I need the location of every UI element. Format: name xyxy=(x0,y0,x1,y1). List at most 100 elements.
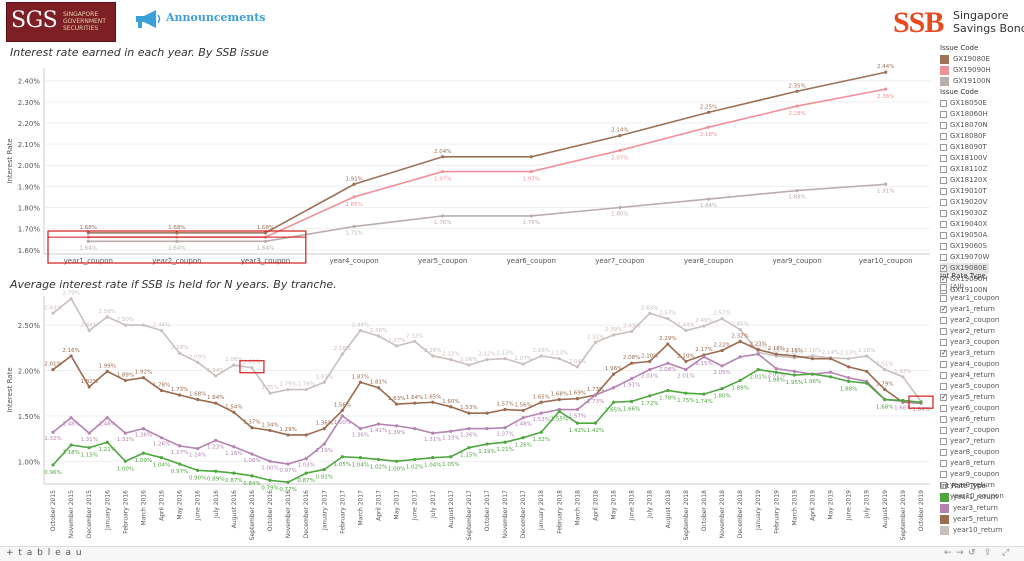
x-tick-label: April 2016 xyxy=(159,490,166,521)
rate-legend-item[interactable]: year10_return xyxy=(940,525,1002,536)
checkbox[interactable] xyxy=(940,304,947,315)
rate-legend-item[interactable]: year3_return xyxy=(940,503,1002,514)
x-tick-label: year7_coupon xyxy=(595,257,644,265)
issue-filter-option[interactable]: GX18110Z xyxy=(940,164,989,175)
checkbox[interactable] xyxy=(940,155,947,162)
rate-filter-option[interactable]: year3_coupon xyxy=(940,337,1004,348)
issue-filter-option[interactable]: GX19070W xyxy=(940,252,989,263)
checkbox[interactable] xyxy=(940,100,947,107)
issue-legend-item[interactable]: GX19100N xyxy=(940,76,991,87)
rate-filter-option[interactable]: year2_coupon xyxy=(940,315,1004,326)
checkbox[interactable] xyxy=(940,449,947,456)
rate-filter-option[interactable]: year1_return xyxy=(940,304,1004,315)
average-return-by-tranche-chart[interactable]: 1.00% 1.50% 2.00% 2.50% Interest Rate October… xyxy=(0,288,935,546)
announcements-link[interactable]: Announcements xyxy=(166,11,266,24)
checkbox[interactable] xyxy=(940,372,947,379)
checkbox[interactable] xyxy=(940,210,947,217)
checkbox[interactable] xyxy=(940,199,947,206)
data-point-year10_return xyxy=(720,317,724,321)
checkbox[interactable] xyxy=(940,361,947,368)
checkbox[interactable] xyxy=(940,328,947,335)
data-point-year10_return xyxy=(178,351,182,355)
rate-filter-option[interactable]: year8_coupon xyxy=(940,447,1004,458)
share-icon[interactable]: ⇪ xyxy=(984,548,992,558)
issue-filter-option[interactable]: GX18100V xyxy=(940,153,989,164)
checkbox[interactable] xyxy=(940,295,947,302)
checkbox[interactable] xyxy=(940,383,947,390)
data-point-GX19100N xyxy=(618,205,622,210)
rate-filter-option[interactable]: year5_coupon xyxy=(940,381,1004,392)
checkbox[interactable] xyxy=(940,133,947,140)
rate-filter-option[interactable]: year8_return xyxy=(940,458,1004,469)
checkbox[interactable] xyxy=(940,177,947,184)
redo-icon[interactable]: → xyxy=(956,548,964,558)
revert-icon[interactable]: ↺ xyxy=(968,548,976,558)
issue-filter-option[interactable]: GX19060S xyxy=(940,241,989,252)
checkbox[interactable] xyxy=(940,254,947,261)
checkbox[interactable] xyxy=(940,232,947,239)
coupon-by-issue-chart[interactable]: 1.60% 1.70% 1.80% 1.90% 2.00% 2.10% 2.20% 2.30%… xyxy=(0,60,935,272)
rate-legend-item[interactable]: year5_return xyxy=(940,514,1002,525)
tableau-logo[interactable]: + t a b l e a u xyxy=(6,548,83,558)
checkbox[interactable] xyxy=(940,427,947,434)
data-point-year3_return xyxy=(141,426,146,431)
issue-filter-option[interactable]: GX19050A xyxy=(940,230,989,241)
data-point-year3_return xyxy=(123,431,127,435)
checkbox[interactable] xyxy=(940,166,947,173)
checkbox[interactable] xyxy=(940,471,947,478)
checkbox[interactable] xyxy=(940,460,947,467)
megaphone-icon[interactable] xyxy=(132,7,162,31)
rate-filter-option[interactable]: year3_return xyxy=(940,348,1004,359)
sgs-logo[interactable]: SGS SINGAPORE GOVERNMENT SECURITIES xyxy=(6,2,116,42)
issue-legend-item[interactable]: GX19090H xyxy=(940,65,991,76)
rate-filter-option[interactable]: year1_coupon xyxy=(940,293,1004,304)
rate-filter-option[interactable]: year2_return xyxy=(940,326,1004,337)
checkbox[interactable] xyxy=(940,111,947,118)
rate-filter-option[interactable]: year9_return xyxy=(940,480,1004,491)
checkbox[interactable] xyxy=(940,348,947,359)
checkbox[interactable] xyxy=(940,122,947,129)
rate-filter-option[interactable]: year9_coupon xyxy=(940,469,1004,480)
issue-filter-option[interactable]: GX18120X xyxy=(940,175,989,186)
issue-filter-option[interactable]: GX19080E xyxy=(940,263,990,274)
checkbox[interactable] xyxy=(940,221,947,228)
checkbox[interactable] xyxy=(940,392,947,403)
data-label-year1_return: 1.00% xyxy=(117,466,134,472)
issue-legend-item[interactable]: GX19080E xyxy=(940,54,991,65)
issue-filter-option[interactable]: GX19020V xyxy=(940,197,989,208)
data-label-year10_return: 2.01% xyxy=(876,362,893,368)
issue-filter-option[interactable]: GX18050E xyxy=(940,98,989,109)
fullscreen-icon[interactable]: ⤢ xyxy=(1002,548,1010,558)
issue-filter-option[interactable]: GX19030Z xyxy=(940,208,989,219)
checkbox[interactable] xyxy=(940,339,947,346)
issue-filter-option[interactable]: GX19040X xyxy=(940,219,989,230)
issue-filter-option[interactable]: GX18060H xyxy=(940,109,989,120)
rate-filter-option[interactable]: year4_return xyxy=(940,370,1004,381)
issue-filter-option[interactable]: GX18070N xyxy=(940,120,989,131)
checkbox[interactable] xyxy=(940,144,947,151)
checkbox[interactable] xyxy=(940,263,947,274)
data-point-year10_return xyxy=(449,357,453,362)
checkbox[interactable] xyxy=(940,482,947,489)
rate-legend-item[interactable]: year1_return xyxy=(940,492,1002,503)
rate-filter-option[interactable]: year7_coupon xyxy=(940,425,1004,436)
issue-filter-option[interactable]: GX18080F xyxy=(940,131,989,142)
rate-filter-option[interactable]: year5_return xyxy=(940,392,1004,403)
rate-filter-option[interactable]: year7_return xyxy=(940,436,1004,447)
rate-filter-option[interactable]: (All) xyxy=(940,282,1004,293)
checkbox[interactable] xyxy=(940,416,947,423)
issue-filter-option[interactable]: GX19090H xyxy=(940,274,989,285)
rate-filter-option[interactable]: year6_coupon xyxy=(940,403,1004,414)
issue-filter-option[interactable]: GX18090T xyxy=(940,142,989,153)
checkbox[interactable] xyxy=(940,284,947,291)
checkbox[interactable] xyxy=(940,188,947,195)
checkbox[interactable] xyxy=(940,438,947,445)
checkbox[interactable] xyxy=(940,405,947,412)
checkbox[interactable] xyxy=(940,317,947,324)
undo-icon[interactable]: ← xyxy=(944,548,952,558)
checkbox[interactable] xyxy=(940,274,947,285)
checkbox[interactable] xyxy=(940,243,947,250)
rate-filter-option[interactable]: year4_coupon xyxy=(940,359,1004,370)
issue-filter-option[interactable]: GX19010T xyxy=(940,186,989,197)
rate-filter-option[interactable]: year6_return xyxy=(940,414,1004,425)
